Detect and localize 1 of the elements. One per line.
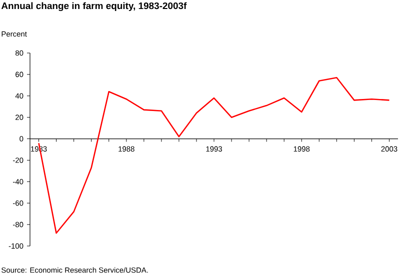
chart-title: Annual change in farm equity, 1983-2003f [1, 2, 187, 12]
